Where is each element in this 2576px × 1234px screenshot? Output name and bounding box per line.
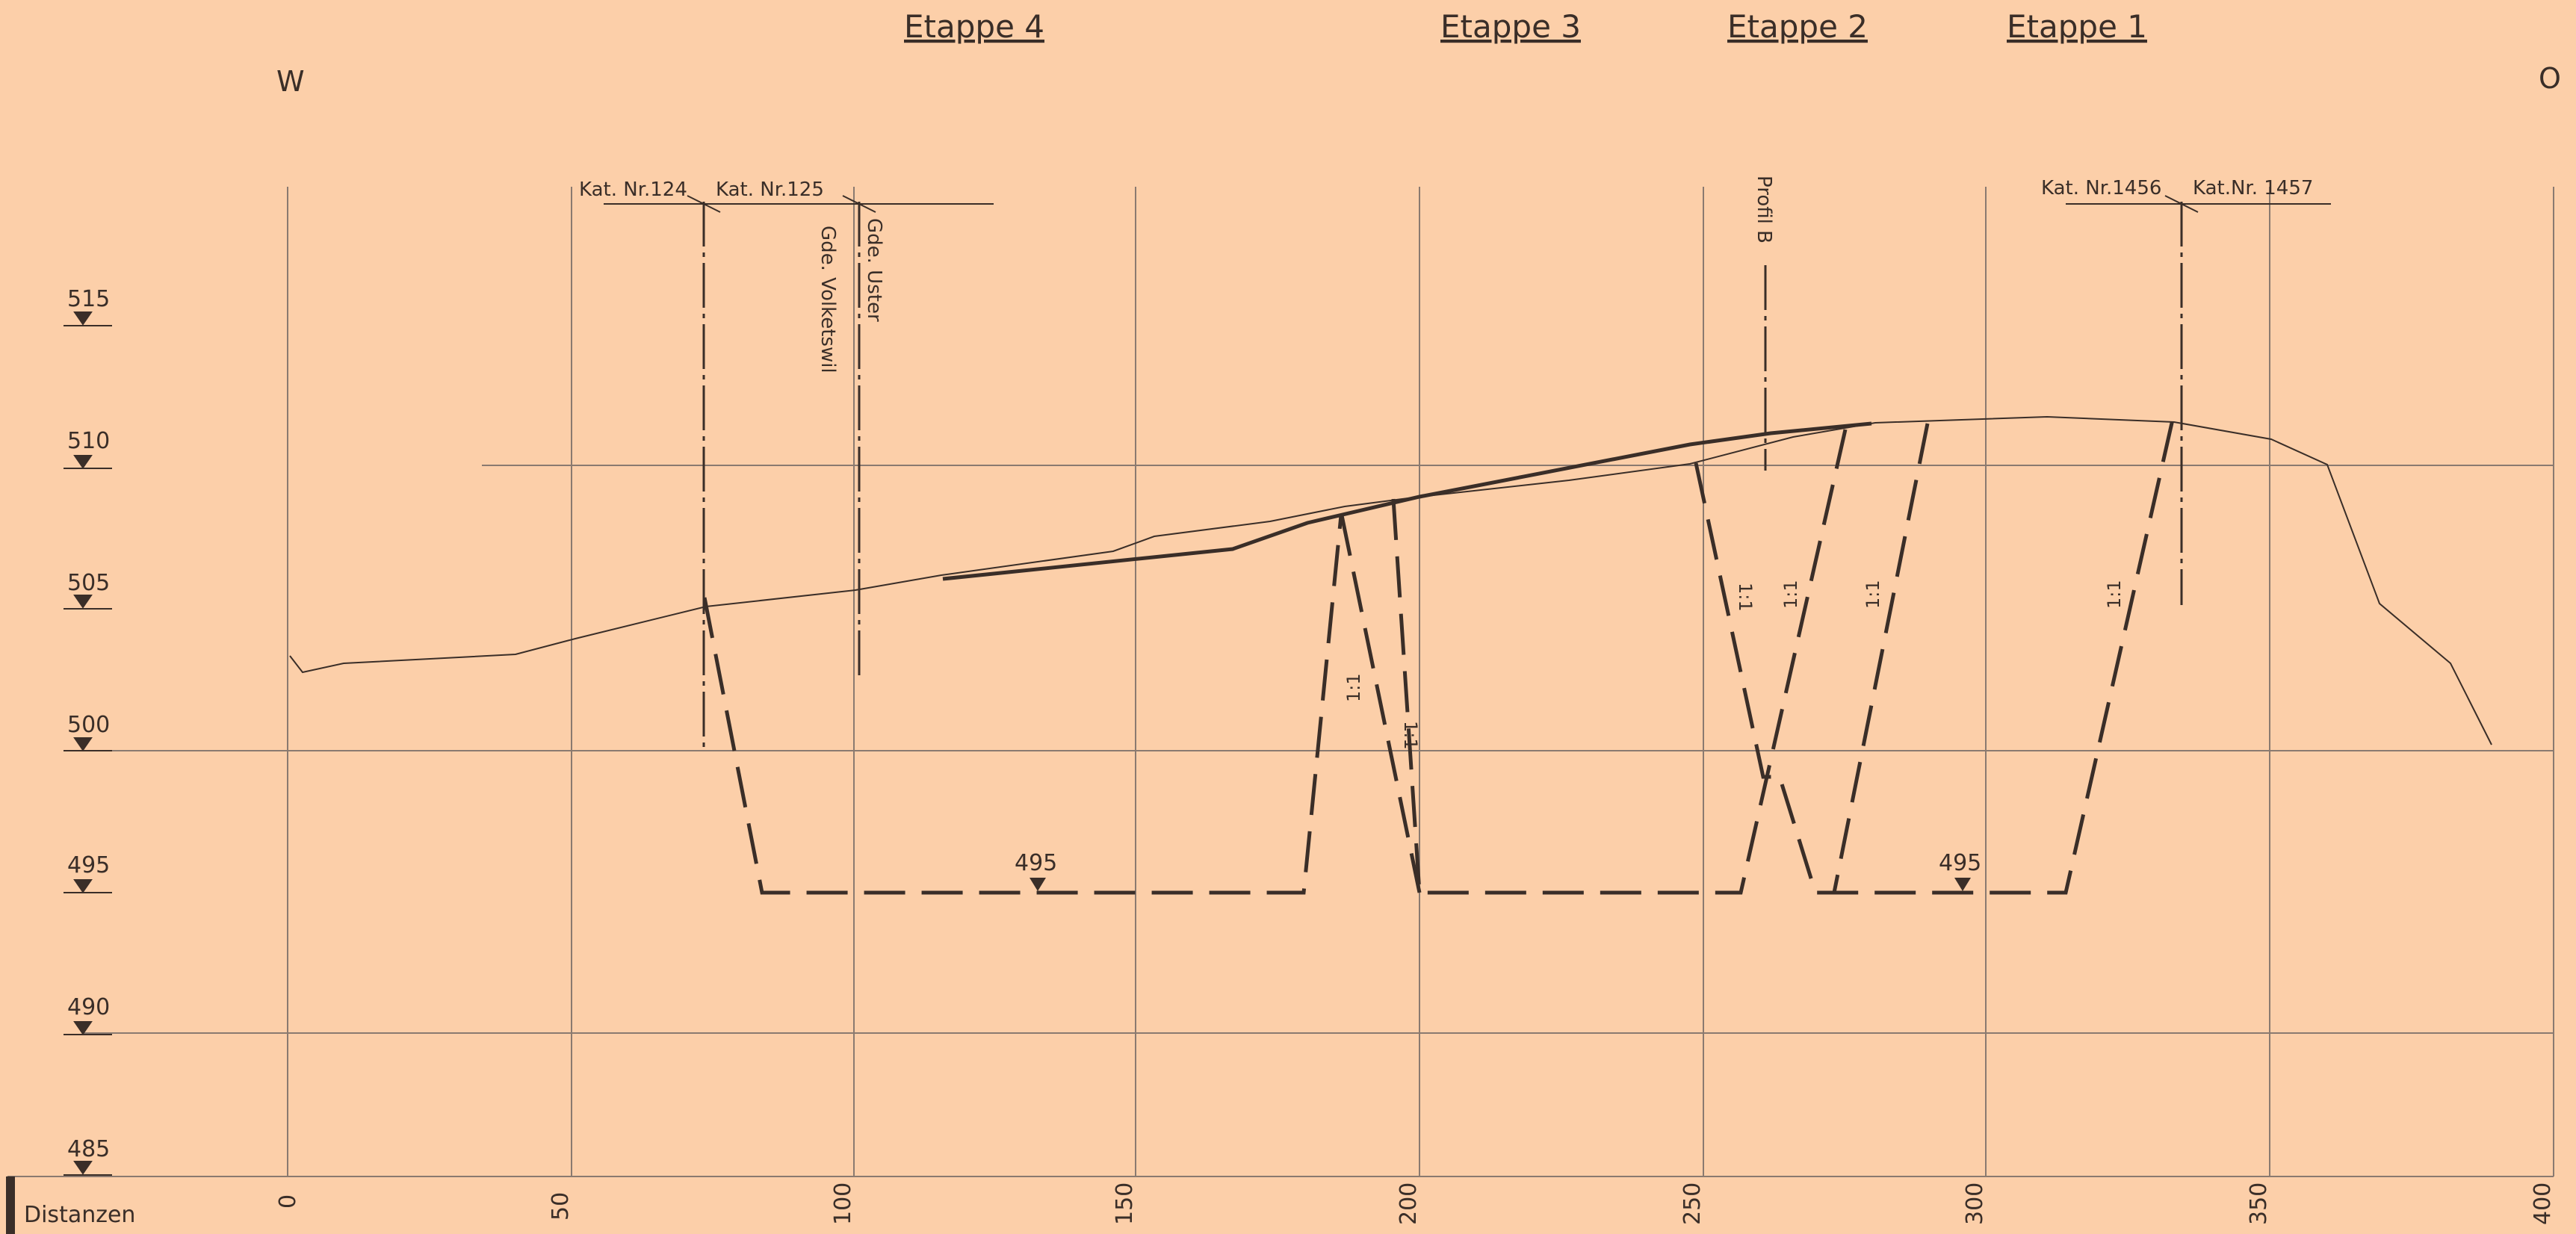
distance-label-0: 0 [275,1194,301,1209]
kat-1457-label: Kat.Nr. 1457 [2193,177,2313,199]
elevation-markers [64,311,112,1176]
slope-labels: 1:1 1:1 1:1 1:1 1:1 1:1 [1343,580,2125,749]
boundary-dimension-lines [604,195,2331,213]
distance-labels: 0 50 100 150 200 250 300 350 400 [275,1182,2556,1225]
etappe-3-heading: Etappe 3 [1440,8,1581,45]
elevation-label-490: 490 [67,994,110,1020]
existing-terrain-line [289,415,2492,745]
slope-label-6: 1:1 [2104,580,2125,609]
etappe-1-heading: Etappe 1 [2007,8,2147,45]
distance-label-200: 200 [1396,1182,1422,1225]
elevation-labels: 515 510 505 500 495 490 485 [67,286,110,1162]
level-495-left-label: 495 [1015,850,1057,876]
kat-124-label: Kat. Nr.124 [579,179,687,201]
kat-1456-label: Kat. Nr.1456 [2041,177,2161,199]
level-495-right-label: 495 [1939,850,1981,876]
distance-axis-bar [6,1176,15,1234]
profil-b-label: Profil B [1753,176,1775,244]
slope-label-3: 1:1 [1735,583,1756,612]
level-495-right-marker [1954,878,1971,891]
etappe-2-heading: Etappe 2 [1727,8,1868,45]
proposed-grade-line [942,421,1872,581]
distance-label-150: 150 [1112,1182,1138,1225]
slope-label-2: 1:1 [1400,721,1421,750]
east-marker: O [2539,62,2561,95]
elevation-label-515: 515 [67,286,110,312]
slope-label-4: 1:1 [1780,580,1801,609]
level-495-left-marker [1030,878,1046,891]
distance-axis-title: Distanzen [24,1202,135,1228]
distance-label-300: 300 [1962,1182,1988,1225]
distance-label-350: 350 [2246,1182,2272,1225]
etappe-4-heading: Etappe 4 [904,8,1044,45]
excavation-outlines [702,412,2176,895]
stage-headings: Etappe 4 Etappe 3 Etappe 2 Etappe 1 [904,8,2147,45]
distance-label-250: 250 [1679,1182,1706,1225]
distance-label-100: 100 [830,1182,856,1225]
distance-label-50: 50 [548,1192,574,1221]
distance-gridlines [287,187,2554,1176]
west-marker: W [276,65,305,98]
gde-volketswil-label: Gde. Volketswil [817,226,839,373]
boundary-lines [702,202,2183,751]
elevation-label-485: 485 [67,1136,110,1162]
slope-label-1: 1:1 [1343,673,1364,702]
elevation-label-495: 495 [67,852,110,878]
slope-label-5: 1:1 [1863,580,1883,609]
distance-label-400: 400 [2530,1182,2556,1225]
kat-125-label: Kat. Nr.125 [716,179,824,201]
elevation-label-500: 500 [67,712,110,738]
elevation-label-510: 510 [67,428,110,454]
gde-uster-label: Gde. Uster [863,218,885,322]
elevation-label-505: 505 [67,570,110,596]
elevation-gridlines [7,465,2554,1177]
